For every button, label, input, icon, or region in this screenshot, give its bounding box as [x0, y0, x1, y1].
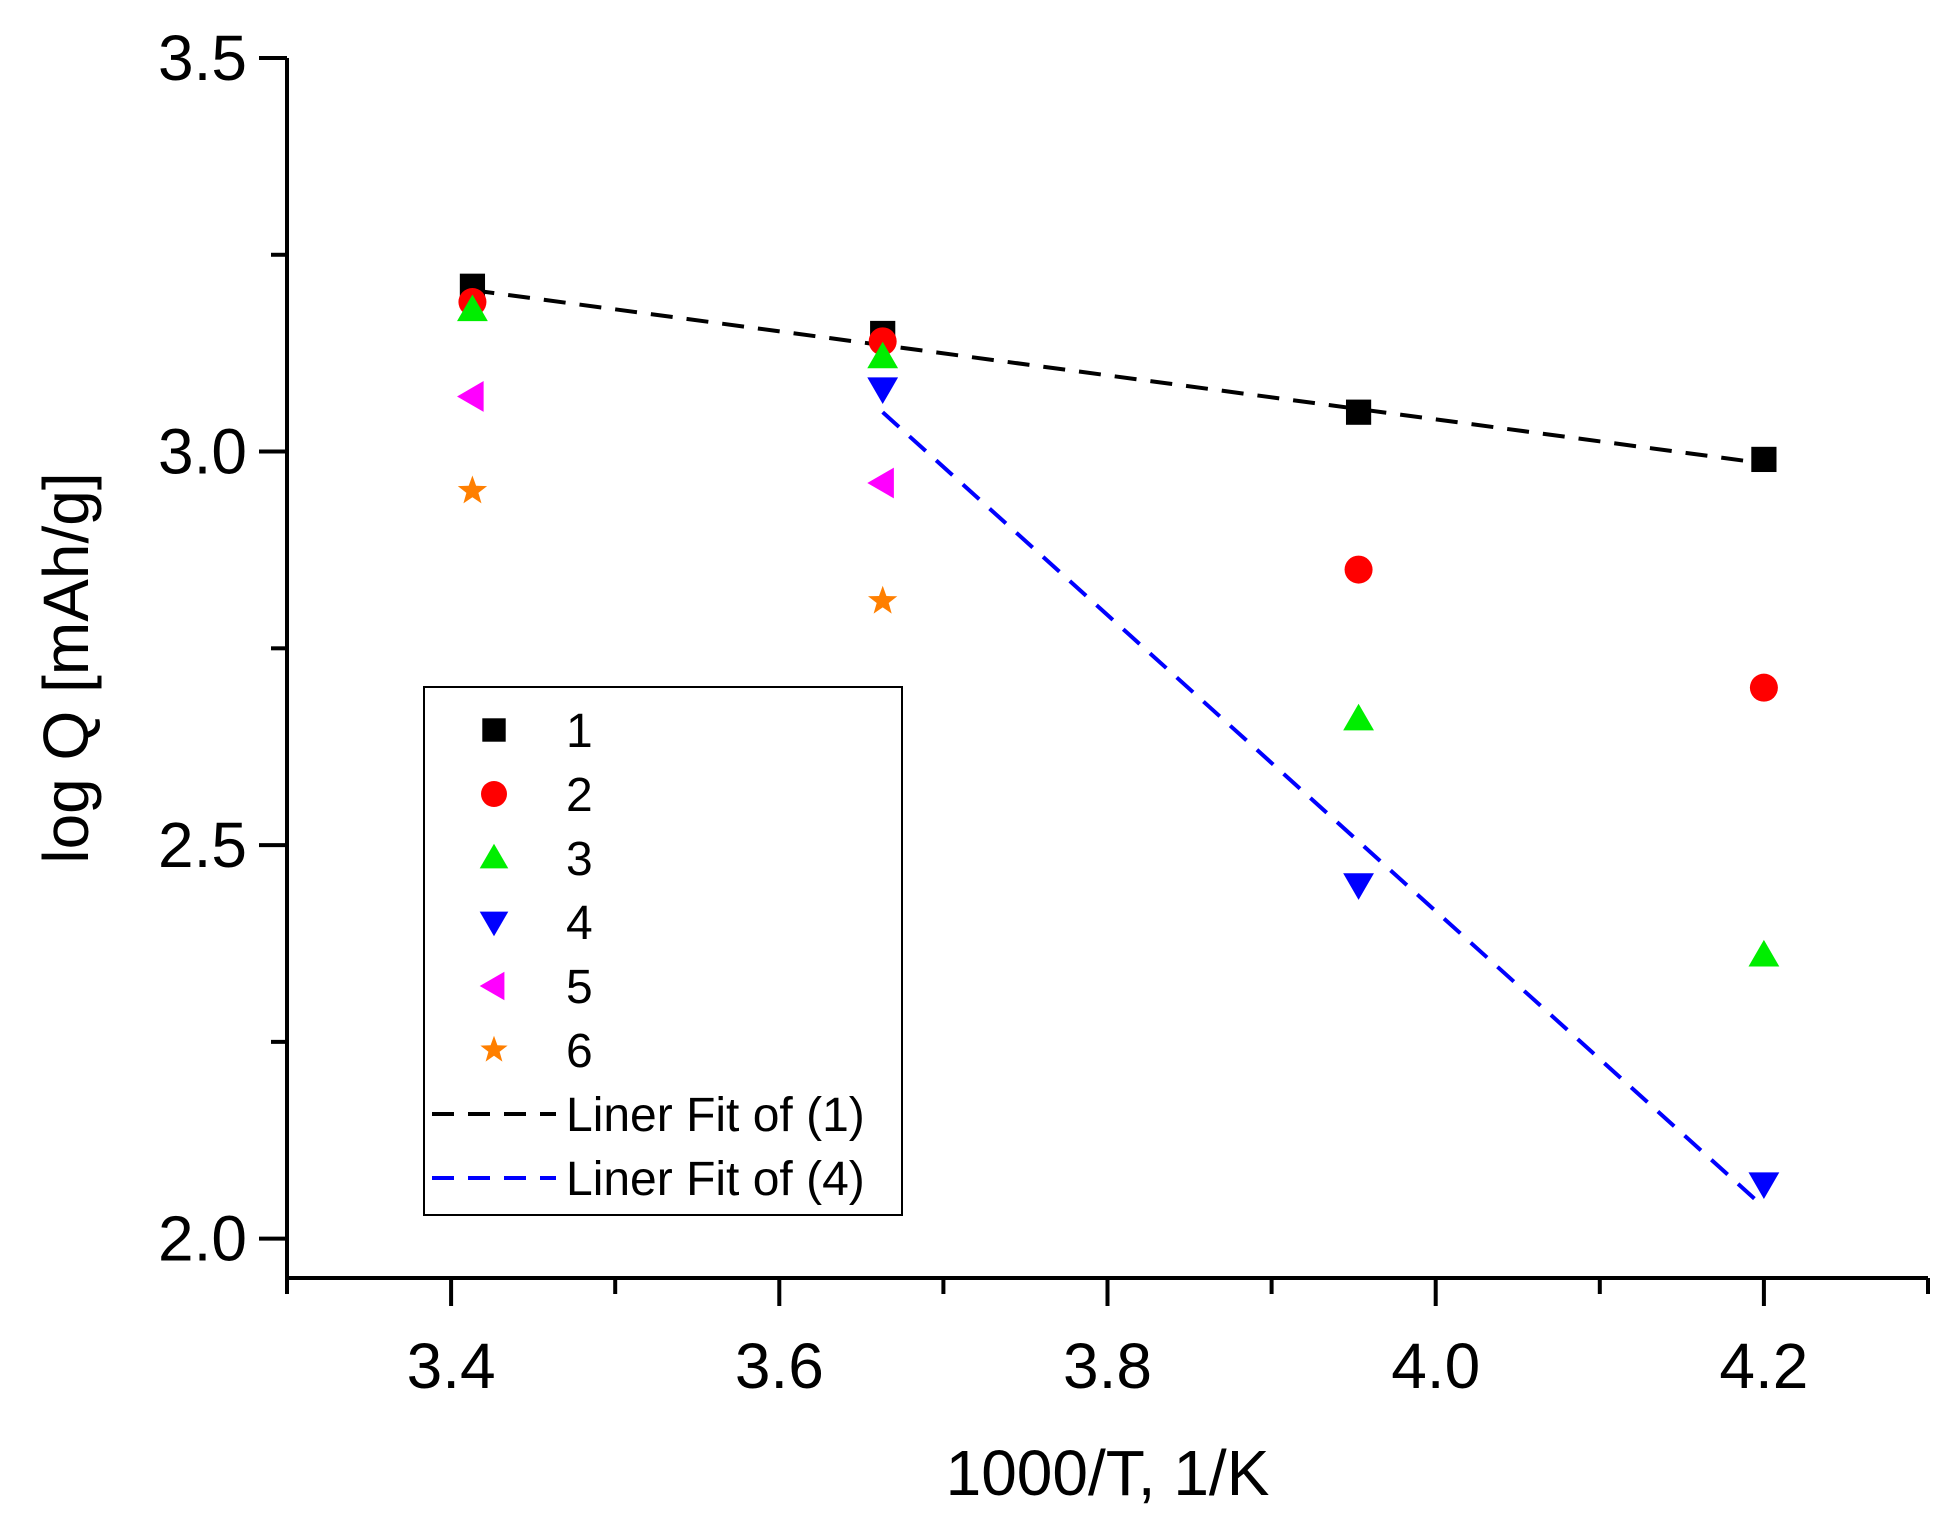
axes: 3.4 3.6 3.8 4.0 4.2 2.0 2.5 3.0 3.5 1000/T, 1/K lo… — [30, 22, 1930, 1509]
data-point-series-6 — [868, 585, 898, 614]
fit-lines — [472, 288, 1766, 1209]
data-point-series-2 — [868, 327, 897, 356]
data-markers — [457, 273, 1780, 1199]
data-point-series-1 — [1751, 446, 1777, 473]
fit-line-1 — [472, 288, 1765, 466]
x-axis-title: 1000/T, 1/K — [946, 1437, 1270, 1509]
legend-marker-series-3 — [479, 843, 509, 869]
data-point-series-5 — [457, 381, 484, 412]
x-tick-label: 4.0 — [1391, 1330, 1480, 1402]
legend-marker-series-5 — [479, 971, 505, 1001]
data-point-series-4 — [1748, 1172, 1780, 1199]
data-point-series-3 — [867, 341, 899, 369]
data-point-series-1 — [1345, 399, 1372, 425]
data-point-series-4 — [867, 377, 899, 404]
x-tick-label: 3.6 — [735, 1330, 824, 1402]
y-axis-title: log Q [mAh/g] — [30, 472, 102, 863]
legend-marker-series-2 — [481, 781, 507, 807]
legend-label: 1 — [566, 705, 593, 758]
legend-label: Liner Fit of (1) — [566, 1089, 865, 1142]
data-point-series-6 — [457, 475, 488, 504]
legend-marker-series-1 — [482, 718, 506, 742]
data-point-series-5 — [867, 467, 894, 499]
x-tick-label: 3.4 — [407, 1330, 496, 1402]
y-tick-label: 3.0 — [158, 416, 247, 488]
legend: 1 2 3 4 5 6 Liner Fit of (1) Liner Fit of (4) — [423, 686, 903, 1216]
legend-label: 3 — [566, 833, 593, 886]
legend-marker-series-4 — [479, 911, 509, 937]
data-point-series-4 — [1343, 873, 1374, 900]
x-tick-label: 3.8 — [1063, 1330, 1152, 1402]
data-point-series-2 — [1749, 673, 1778, 702]
fit-line-2 — [881, 410, 1766, 1209]
legend-label: 5 — [566, 961, 593, 1014]
legend-label: 2 — [566, 769, 593, 822]
legend-box — [423, 686, 903, 1216]
data-point-series-2 — [1344, 555, 1373, 584]
legend-marker-series-6 — [480, 1035, 508, 1062]
x-tick-label: 4.2 — [1719, 1330, 1808, 1402]
y-tick-label: 3.5 — [158, 22, 247, 94]
legend-label: Liner Fit of (4) — [566, 1153, 865, 1206]
legend-label: 6 — [566, 1025, 593, 1078]
data-point-series-3 — [1343, 703, 1374, 731]
data-point-series-3 — [457, 294, 488, 322]
data-point-series-3 — [1748, 939, 1780, 967]
y-tick-label: 2.0 — [158, 1203, 247, 1275]
y-tick-label: 2.5 — [158, 809, 247, 881]
legend-label: 4 — [566, 897, 593, 950]
